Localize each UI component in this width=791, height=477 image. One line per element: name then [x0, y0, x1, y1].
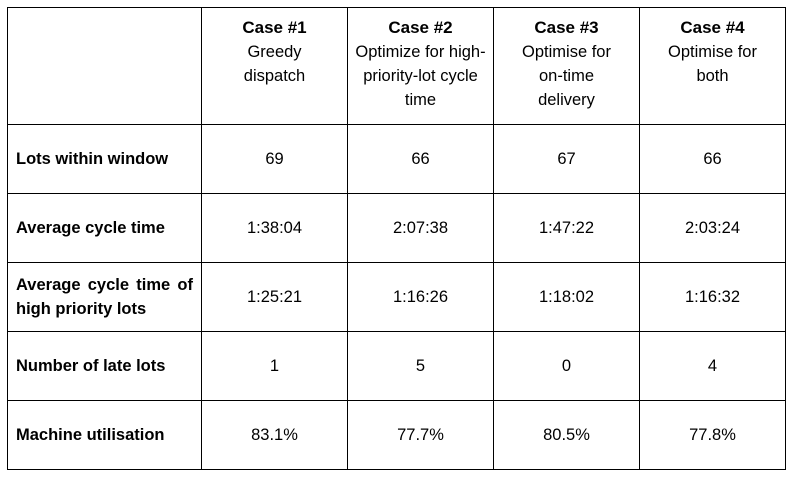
row-label: Number of late lots [7, 331, 202, 401]
table-cell: 77.8% [639, 400, 786, 470]
row-label: Lots within window [7, 124, 202, 194]
table-cell: 1:16:32 [639, 262, 786, 332]
table-row: Machine utilisation 83.1% 77.7% 80.5% 77… [7, 400, 786, 470]
table-cell: 77.7% [347, 400, 494, 470]
header-row: Case #1 Greedy dispatch Case #2 Optimize… [7, 7, 786, 125]
case-header: Case #4 Optimise for both [639, 7, 786, 125]
table-row: Average cycle time of high priority lots… [7, 262, 786, 332]
table-cell: 1:25:21 [201, 262, 348, 332]
case-title: Case #4 [680, 18, 745, 37]
table-cell: 1:18:02 [493, 262, 640, 332]
table-cell: 4 [639, 331, 786, 401]
case-description: Greedy dispatch [243, 43, 306, 85]
case-title: Case #1 [242, 18, 307, 37]
case-header: Case #3 Optimise for on-time delivery [493, 7, 640, 125]
table-cell: 2:03:24 [639, 193, 786, 263]
results-table: Case #1 Greedy dispatch Case #2 Optimize… [7, 7, 786, 470]
case-description: Optimise for on-time delivery [522, 43, 611, 109]
table-cell: 83.1% [201, 400, 348, 470]
case-title: Case #2 [388, 18, 453, 37]
corner-cell [7, 7, 202, 125]
case-header: Case #2 Optimize for high-priority-lot c… [347, 7, 494, 125]
table-cell: 67 [493, 124, 640, 194]
row-label: Machine utilisation [7, 400, 202, 470]
table-row: Average cycle time 1:38:04 2:07:38 1:47:… [7, 193, 786, 263]
table-cell: 1 [201, 331, 348, 401]
row-label: Average cycle time [7, 193, 202, 263]
table-cell: 80.5% [493, 400, 640, 470]
case-description: Optimize for high-priority-lot cycle tim… [355, 43, 486, 109]
table-cell: 1:16:26 [347, 262, 494, 332]
table-row: Lots within window 69 66 67 66 [7, 124, 786, 194]
row-label: Average cycle time of high priority lots [7, 262, 202, 332]
table-cell: 66 [347, 124, 494, 194]
case-description: Optimise for both [668, 43, 757, 85]
table-cell: 1:47:22 [493, 193, 640, 263]
table-cell: 1:38:04 [201, 193, 348, 263]
case-header: Case #1 Greedy dispatch [201, 7, 348, 125]
table-cell: 66 [639, 124, 786, 194]
case-title: Case #3 [534, 18, 599, 37]
table-cell: 69 [201, 124, 348, 194]
table-cell: 0 [493, 331, 640, 401]
table-row: Number of late lots 1 5 0 4 [7, 331, 786, 401]
table-cell: 2:07:38 [347, 193, 494, 263]
table-cell: 5 [347, 331, 494, 401]
